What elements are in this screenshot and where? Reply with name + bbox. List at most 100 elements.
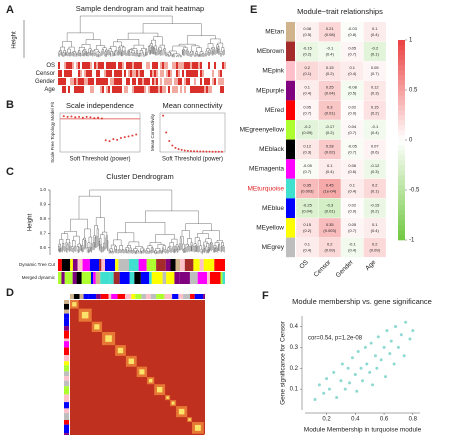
- colorbar-step: [398, 50, 405, 56]
- cell-pvalue: (0.9): [348, 110, 357, 115]
- point: [359, 366, 363, 370]
- plot-frame: [59, 112, 141, 153]
- colorbar-step: [398, 215, 405, 221]
- tom-core: [204, 434, 205, 435]
- trait-cell: [144, 70, 146, 77]
- module-color: [70, 294, 74, 299]
- trait-cell: [198, 62, 200, 69]
- cell-value: 0.02: [348, 202, 357, 207]
- trait-cell: [178, 70, 180, 77]
- colorbar-step: [398, 95, 405, 101]
- trait-cell: [186, 70, 188, 77]
- cell-pvalue: (0.8): [348, 32, 357, 37]
- trait-cell: [154, 62, 156, 69]
- module-swatch: [286, 198, 295, 218]
- trait-cell: [222, 86, 224, 93]
- point: [74, 116, 77, 119]
- cell-pvalue: (0.08): [325, 32, 336, 37]
- colorbar-step: [398, 100, 405, 106]
- trait-cell: [138, 86, 140, 93]
- module-color: [119, 272, 130, 284]
- trait-cell: [114, 86, 116, 93]
- point: [131, 134, 134, 137]
- cell-value: 0.15: [371, 104, 380, 109]
- colorbar-step: [398, 150, 405, 156]
- trait-cell: [96, 62, 98, 69]
- module-color: [180, 259, 185, 271]
- y-tick-label: 0.4: [290, 324, 299, 330]
- colorbar-step: [398, 155, 405, 161]
- module-color: [108, 294, 112, 299]
- trait-cell: [116, 62, 118, 69]
- trait-cell: [156, 70, 158, 77]
- trait-cell: [120, 78, 122, 85]
- cell-value: 0.06: [348, 163, 357, 168]
- cell-pvalue: (0.9): [348, 208, 357, 213]
- trait-label: Age: [364, 259, 377, 272]
- chart-title: Scale independence: [66, 101, 134, 110]
- trait-cell: [182, 62, 184, 69]
- cell-pvalue: (0.2): [371, 110, 380, 115]
- cell-pvalue: (0.7): [348, 51, 357, 56]
- point: [402, 354, 406, 358]
- point: [202, 150, 205, 153]
- trait-cell: [210, 86, 212, 93]
- cell-value: 0.12: [303, 143, 312, 148]
- cell-pvalue: (0.7): [348, 228, 357, 233]
- trait-cell: [112, 70, 114, 77]
- x-tick-label: 0.6: [380, 417, 389, 423]
- trait-cell: [124, 86, 126, 93]
- trait-cell: [86, 78, 88, 85]
- trait-cell: [112, 86, 114, 93]
- cell-pvalue: (0.7): [348, 130, 357, 135]
- trait-cell: [142, 62, 144, 69]
- cell-pvalue: (0.1): [371, 51, 380, 56]
- module-color: [64, 420, 69, 425]
- cell-pvalue: (0.003): [323, 228, 336, 233]
- trait-cell: [150, 62, 152, 69]
- trait-cell: [72, 86, 74, 93]
- point: [205, 150, 208, 153]
- point: [177, 148, 180, 151]
- colorbar-step: [398, 90, 405, 96]
- module-color: [64, 347, 69, 356]
- cell-value: -0.17: [325, 124, 335, 129]
- trait-cell: [156, 62, 158, 69]
- colorbar-step: [398, 135, 405, 141]
- module-color: [149, 272, 152, 284]
- module-color: [113, 272, 120, 284]
- trait-cell: [108, 78, 110, 85]
- module-color: [175, 259, 181, 271]
- trait-cell: [188, 86, 190, 93]
- trait-cell: [190, 78, 192, 85]
- trait-cell: [188, 78, 190, 85]
- colorbar-step: [398, 195, 405, 201]
- trait-cell: [134, 70, 136, 77]
- module-swatch: [286, 218, 295, 238]
- annotation: cor=0.54, p=1.2e-08: [308, 336, 363, 342]
- trait-cell: [216, 70, 218, 77]
- trait-cell: [200, 86, 202, 93]
- trait-cell: [208, 86, 210, 93]
- trait-cell: [186, 86, 188, 93]
- point: [97, 116, 100, 119]
- trait-cell: [184, 62, 186, 69]
- trait-cell: [134, 62, 136, 69]
- point: [196, 150, 199, 153]
- trait-cell: [172, 86, 174, 93]
- trait-cell: [212, 86, 214, 93]
- trait-cell: [190, 62, 192, 69]
- trait-cell: [202, 70, 204, 77]
- module-label: MEblack: [259, 146, 285, 153]
- trait-cell: [166, 86, 168, 93]
- trait-cell: [98, 78, 100, 85]
- cell-value: 0.07: [371, 143, 380, 148]
- trait-cell: [150, 86, 152, 93]
- trait-cell: [72, 70, 74, 77]
- point: [89, 116, 92, 119]
- point: [369, 341, 373, 345]
- trait-cell: [106, 86, 108, 93]
- trait-cell: [194, 78, 196, 85]
- module-color: [222, 272, 225, 284]
- dendrogram: [58, 189, 225, 255]
